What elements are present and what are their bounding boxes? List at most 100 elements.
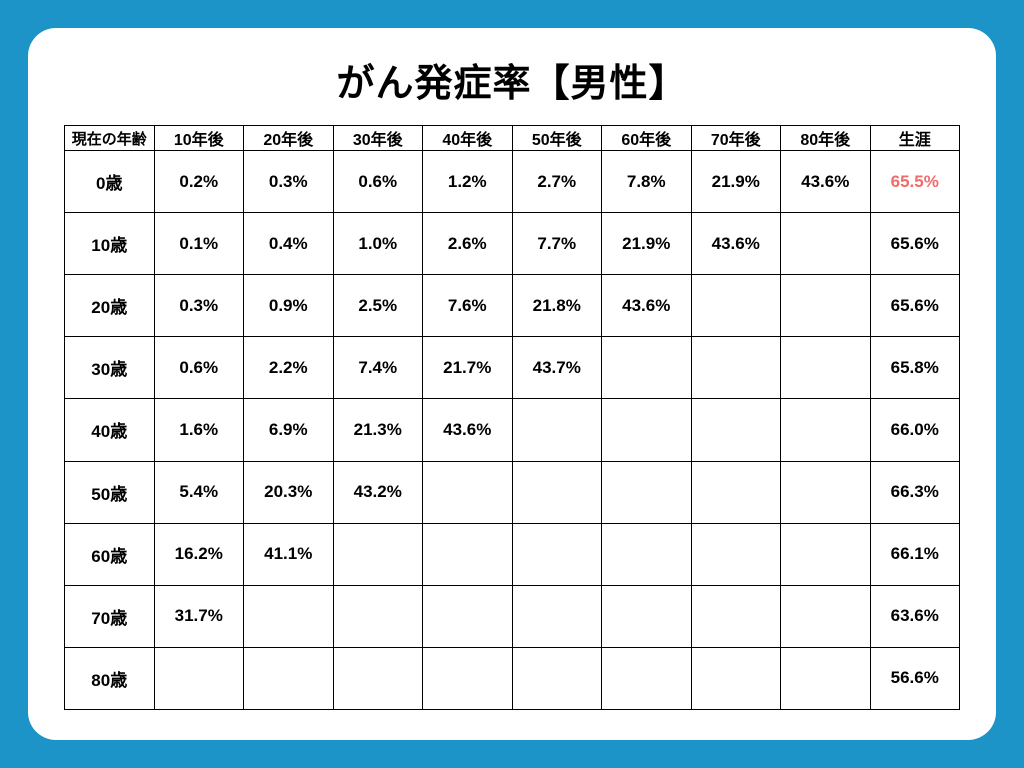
page-title: がん発症率【男性】 — [64, 52, 960, 107]
data-cell — [333, 523, 423, 585]
data-cell: 66.0% — [870, 399, 960, 461]
data-cell: 0.9% — [244, 275, 334, 337]
data-cell: 1.2% — [423, 151, 513, 213]
col-header: 50年後 — [512, 126, 602, 151]
data-cell: 0.4% — [244, 213, 334, 275]
data-cell: 5.4% — [154, 461, 244, 523]
data-cell — [781, 585, 871, 647]
row-label: 0歳 — [65, 151, 155, 213]
data-cell — [691, 275, 781, 337]
data-cell — [602, 461, 692, 523]
col-header: 現在の年齢 — [65, 126, 155, 151]
col-header: 30年後 — [333, 126, 423, 151]
row-label: 40歳 — [65, 399, 155, 461]
table-row: 10歳0.1%0.4%1.0%2.6%7.7%21.9%43.6%65.6% — [65, 213, 960, 275]
data-cell: 6.9% — [244, 399, 334, 461]
data-cell — [512, 461, 602, 523]
row-label: 20歳 — [65, 275, 155, 337]
table-row: 20歳0.3%0.9%2.5%7.6%21.8%43.6% 65.6% — [65, 275, 960, 337]
data-cell — [781, 461, 871, 523]
data-cell — [781, 523, 871, 585]
data-cell: 65.8% — [870, 337, 960, 399]
page-outer: がん発症率【男性】 現在の年齢 10年後 20年後 30年後 40年後 50年後… — [0, 0, 1024, 768]
data-cell: 63.6% — [870, 585, 960, 647]
data-cell: 65.6% — [870, 275, 960, 337]
col-header: 70年後 — [691, 126, 781, 151]
row-label: 30歳 — [65, 337, 155, 399]
data-cell: 56.6% — [870, 647, 960, 709]
data-cell: 65.5% — [870, 151, 960, 213]
data-cell: 21.7% — [423, 337, 513, 399]
data-cell — [781, 647, 871, 709]
data-cell — [423, 523, 513, 585]
data-cell — [333, 585, 423, 647]
data-cell — [423, 647, 513, 709]
data-cell — [781, 399, 871, 461]
col-header: 80年後 — [781, 126, 871, 151]
data-cell — [333, 647, 423, 709]
data-cell: 0.3% — [244, 151, 334, 213]
table-wrap: 現在の年齢 10年後 20年後 30年後 40年後 50年後 60年後 70年後… — [64, 125, 960, 710]
col-header: 60年後 — [602, 126, 692, 151]
col-header: 40年後 — [423, 126, 513, 151]
data-cell: 43.6% — [602, 275, 692, 337]
table-row: 50歳5.4%20.3%43.2% 66.3% — [65, 461, 960, 523]
data-cell — [512, 647, 602, 709]
data-cell: 16.2% — [154, 523, 244, 585]
data-cell — [602, 337, 692, 399]
data-cell: 2.6% — [423, 213, 513, 275]
row-label: 50歳 — [65, 461, 155, 523]
data-cell — [691, 647, 781, 709]
table-body: 0歳0.2%0.3%0.6%1.2%2.7%7.8%21.9%43.6%65.5… — [65, 151, 960, 710]
cancer-rate-table: 現在の年齢 10年後 20年後 30年後 40年後 50年後 60年後 70年後… — [64, 125, 960, 710]
data-cell: 2.7% — [512, 151, 602, 213]
table-header-row: 現在の年齢 10年後 20年後 30年後 40年後 50年後 60年後 70年後… — [65, 126, 960, 151]
data-cell — [781, 275, 871, 337]
data-cell — [781, 213, 871, 275]
data-cell: 1.6% — [154, 399, 244, 461]
data-cell — [602, 523, 692, 585]
table-row: 70歳31.7% 63.6% — [65, 585, 960, 647]
data-cell — [512, 585, 602, 647]
data-cell — [602, 585, 692, 647]
data-cell: 43.6% — [781, 151, 871, 213]
data-cell: 0.3% — [154, 275, 244, 337]
data-cell: 43.7% — [512, 337, 602, 399]
data-cell: 1.0% — [333, 213, 423, 275]
data-cell — [244, 647, 334, 709]
data-cell — [691, 461, 781, 523]
row-label: 70歳 — [65, 585, 155, 647]
data-cell: 66.1% — [870, 523, 960, 585]
data-cell: 31.7% — [154, 585, 244, 647]
data-cell — [423, 585, 513, 647]
data-cell — [781, 337, 871, 399]
row-label: 60歳 — [65, 523, 155, 585]
data-cell: 0.6% — [333, 151, 423, 213]
data-cell: 21.9% — [602, 213, 692, 275]
data-cell: 7.8% — [602, 151, 692, 213]
data-cell: 66.3% — [870, 461, 960, 523]
data-cell: 7.6% — [423, 275, 513, 337]
table-row: 80歳56.6% — [65, 647, 960, 709]
data-cell: 43.6% — [691, 213, 781, 275]
data-cell — [691, 523, 781, 585]
data-cell: 21.3% — [333, 399, 423, 461]
data-cell: 2.5% — [333, 275, 423, 337]
data-cell — [512, 523, 602, 585]
data-cell: 2.2% — [244, 337, 334, 399]
data-cell: 20.3% — [244, 461, 334, 523]
data-cell — [512, 399, 602, 461]
col-header: 20年後 — [244, 126, 334, 151]
row-label: 10歳 — [65, 213, 155, 275]
data-cell: 0.2% — [154, 151, 244, 213]
col-header: 生涯 — [870, 126, 960, 151]
data-cell: 21.8% — [512, 275, 602, 337]
data-cell: 0.6% — [154, 337, 244, 399]
table-row: 40歳1.6%6.9%21.3%43.6%66.0% — [65, 399, 960, 461]
data-cell: 65.6% — [870, 213, 960, 275]
data-cell: 0.1% — [154, 213, 244, 275]
data-cell — [602, 647, 692, 709]
data-cell — [602, 399, 692, 461]
data-cell: 43.2% — [333, 461, 423, 523]
data-cell — [691, 337, 781, 399]
